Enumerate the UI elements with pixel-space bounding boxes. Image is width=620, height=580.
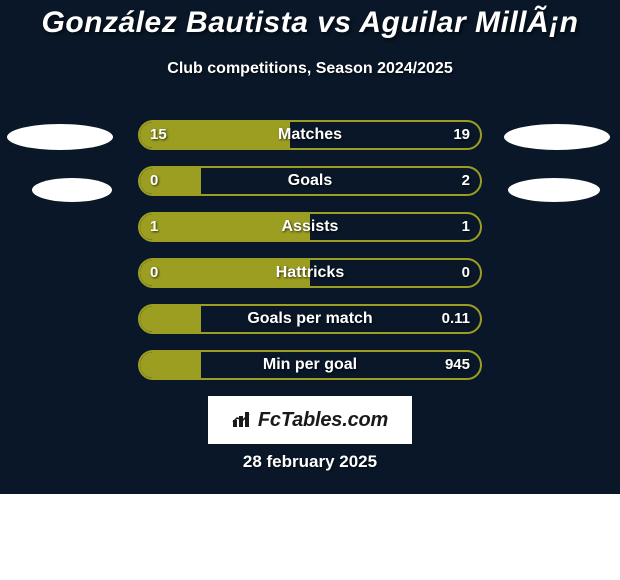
branding-text: FcTables.com <box>232 409 388 432</box>
player-right-logo-placeholder <box>508 178 600 202</box>
stat-row: Goals0 2 <box>138 166 482 196</box>
stat-label: Goals <box>138 166 482 196</box>
stat-row: Matches15 19 <box>138 120 482 150</box>
branding-chart-icon <box>232 412 254 428</box>
stat-left-value: 0 <box>150 258 158 288</box>
title: González Bautista vs Aguilar MillÃ¡n <box>0 6 620 40</box>
stat-row: Min per goal945 <box>138 350 482 380</box>
subtitle: Club competitions, Season 2024/2025 <box>0 60 620 78</box>
stat-right-value: 19 <box>453 120 470 150</box>
stat-left-value: 0 <box>150 166 158 196</box>
stat-row: Hattricks0 0 <box>138 258 482 288</box>
stat-label: Goals per match <box>138 304 482 334</box>
stat-label: Min per goal <box>138 350 482 380</box>
stat-right-value: 2 <box>462 166 470 196</box>
player-right-photo-placeholder <box>504 124 610 150</box>
stat-left-value: 1 <box>150 212 158 242</box>
stat-right-value: 0.11 <box>442 304 470 334</box>
footer-date: 28 february 2025 <box>0 452 620 472</box>
stat-right-value: 1 <box>462 212 470 242</box>
stat-left-value: 15 <box>150 120 167 150</box>
player-left-logo-placeholder <box>32 178 112 202</box>
bottom-white-strip <box>0 494 620 580</box>
stat-label: Matches <box>138 120 482 150</box>
stat-label: Assists <box>138 212 482 242</box>
player-left-photo-placeholder <box>7 124 113 150</box>
stat-label: Hattricks <box>138 258 482 288</box>
stats-container: Matches1519Goals02Assists11Hattricks00Go… <box>138 120 482 396</box>
stat-right-value: 945 <box>445 350 470 380</box>
stat-right-value: 0 <box>462 258 470 288</box>
stat-row: Goals per match0.11 <box>138 304 482 334</box>
stat-row: Assists1 1 <box>138 212 482 242</box>
branding-box[interactable]: FcTables.com <box>208 396 412 444</box>
